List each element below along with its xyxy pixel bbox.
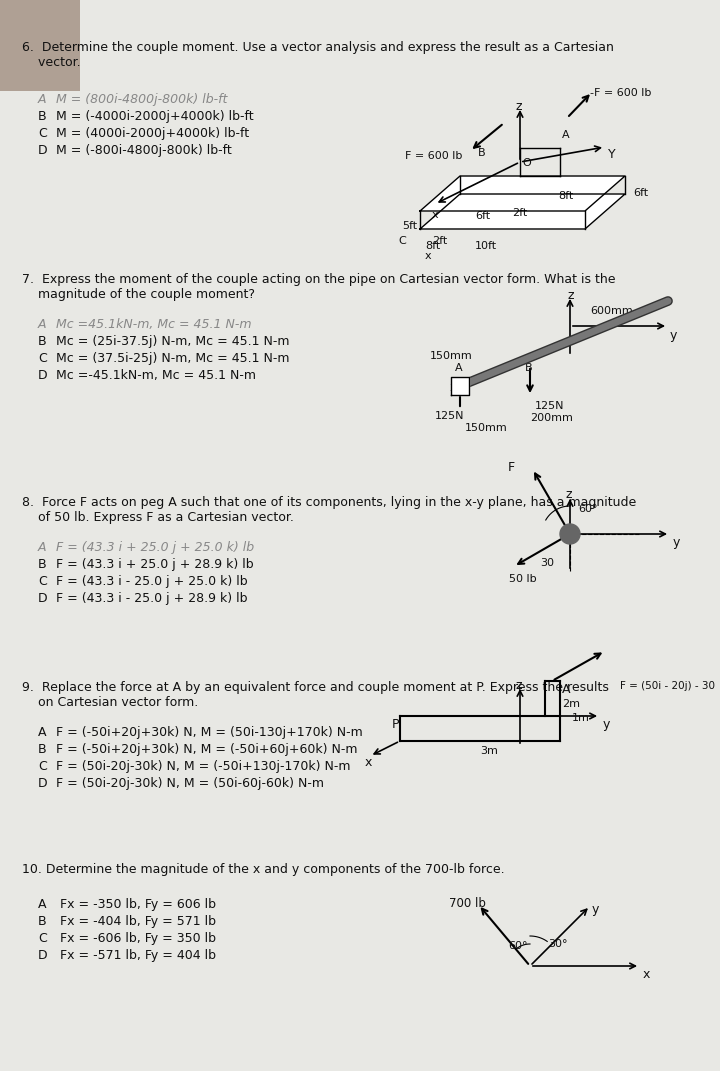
Text: -F = 600 lb: -F = 600 lb bbox=[590, 88, 652, 99]
Text: M = (4000i-2000j+4000k) lb-ft: M = (4000i-2000j+4000k) lb-ft bbox=[48, 127, 249, 140]
Text: 9.  Replace the force at A by an equivalent force and couple moment at P. Expres: 9. Replace the force at A by an equivale… bbox=[22, 681, 609, 709]
Text: 200mm: 200mm bbox=[530, 413, 573, 423]
Text: Y: Y bbox=[608, 148, 616, 161]
Text: 10. Determine the magnitude of the x and y components of the 700-lb force.: 10. Determine the magnitude of the x and… bbox=[22, 863, 505, 876]
Text: x: x bbox=[432, 210, 438, 220]
Text: D: D bbox=[38, 592, 48, 605]
Text: F = (43.3 i + 25.0 j + 28.9 k) lb: F = (43.3 i + 25.0 j + 28.9 k) lb bbox=[48, 558, 253, 571]
Text: C: C bbox=[38, 932, 47, 945]
Text: y: y bbox=[670, 329, 678, 342]
Circle shape bbox=[560, 524, 580, 544]
Text: 6ft: 6ft bbox=[633, 188, 648, 198]
Text: F = (43.3 i - 25.0 j + 28.9 k) lb: F = (43.3 i - 25.0 j + 28.9 k) lb bbox=[48, 592, 248, 605]
Text: D: D bbox=[38, 144, 48, 157]
Text: y: y bbox=[673, 536, 680, 549]
Text: F = (-50i+20j+30k) N, M = (50i-130j+170k) N-m: F = (-50i+20j+30k) N, M = (50i-130j+170k… bbox=[48, 726, 363, 739]
Text: 2ft: 2ft bbox=[432, 236, 447, 246]
Text: F = (50i-20j-30k) N, M = (50i-60j-60k) N-m: F = (50i-20j-30k) N, M = (50i-60j-60k) N… bbox=[48, 776, 324, 790]
Text: 2m: 2m bbox=[562, 699, 580, 709]
Text: x: x bbox=[643, 968, 650, 981]
Text: A: A bbox=[455, 363, 463, 373]
Text: Fx = -404 lb, Fy = 571 lb: Fx = -404 lb, Fy = 571 lb bbox=[48, 915, 216, 927]
Text: 10ft: 10ft bbox=[475, 241, 497, 251]
Text: A: A bbox=[38, 93, 47, 106]
Text: M = (-800i-4800j-800k) lb-ft: M = (-800i-4800j-800k) lb-ft bbox=[48, 144, 232, 157]
Text: z: z bbox=[516, 679, 523, 692]
Text: A: A bbox=[38, 897, 47, 911]
Text: 125N: 125N bbox=[435, 411, 464, 421]
Text: F = (43.3 i - 25.0 j + 25.0 k) lb: F = (43.3 i - 25.0 j + 25.0 k) lb bbox=[48, 575, 248, 588]
Text: B: B bbox=[38, 558, 47, 571]
Text: 3m: 3m bbox=[480, 746, 498, 756]
Text: F = (43.3 i + 25.0 j + 25.0 k) lb: F = (43.3 i + 25.0 j + 25.0 k) lb bbox=[48, 541, 254, 554]
Text: y: y bbox=[603, 718, 611, 731]
Text: A: A bbox=[38, 541, 47, 554]
Text: C: C bbox=[38, 575, 47, 588]
Text: 150mm: 150mm bbox=[430, 351, 473, 361]
Text: D: D bbox=[38, 776, 48, 790]
Text: 8ft: 8ft bbox=[558, 191, 573, 201]
FancyBboxPatch shape bbox=[0, 0, 80, 91]
Text: B: B bbox=[38, 915, 47, 927]
Text: B: B bbox=[38, 743, 47, 756]
Text: C: C bbox=[398, 236, 406, 246]
Text: D: D bbox=[38, 949, 48, 962]
Text: C: C bbox=[38, 352, 47, 365]
Text: Mc = (37.5i-25j) N-m, Mc = 45.1 N-m: Mc = (37.5i-25j) N-m, Mc = 45.1 N-m bbox=[48, 352, 289, 365]
Text: 6.  Determine the couple moment. Use a vector analysis and express the result as: 6. Determine the couple moment. Use a ve… bbox=[22, 41, 614, 69]
Text: A: A bbox=[38, 318, 47, 331]
Text: F = (50i - 20j) - 30: F = (50i - 20j) - 30 bbox=[620, 681, 715, 691]
Text: 125N: 125N bbox=[535, 401, 564, 411]
Text: C: C bbox=[38, 127, 47, 140]
Text: 700 lb: 700 lb bbox=[449, 896, 485, 909]
Text: Fx = -350 lb, Fy = 606 lb: Fx = -350 lb, Fy = 606 lb bbox=[48, 897, 216, 911]
Text: z: z bbox=[567, 289, 574, 302]
Text: 600mm: 600mm bbox=[590, 306, 633, 316]
Text: z: z bbox=[516, 100, 523, 114]
Text: B: B bbox=[525, 363, 533, 373]
Text: B: B bbox=[38, 335, 47, 348]
Polygon shape bbox=[420, 194, 625, 229]
Text: F = (50i-20j-30k) N, M = (-50i+130j-170k) N-m: F = (50i-20j-30k) N, M = (-50i+130j-170k… bbox=[48, 760, 351, 773]
Text: F: F bbox=[508, 461, 515, 474]
Text: 2ft: 2ft bbox=[512, 208, 527, 218]
Text: Fx = -571 lb, Fy = 404 lb: Fx = -571 lb, Fy = 404 lb bbox=[48, 949, 216, 962]
Text: 30: 30 bbox=[540, 558, 554, 568]
Text: A: A bbox=[562, 130, 570, 140]
Text: D: D bbox=[38, 369, 48, 382]
Text: P: P bbox=[392, 718, 400, 731]
Text: Mc =45.1kN-m, Mc = 45.1 N-m: Mc =45.1kN-m, Mc = 45.1 N-m bbox=[48, 318, 251, 331]
Text: F = 600 lb: F = 600 lb bbox=[405, 151, 462, 161]
Text: 8ft: 8ft bbox=[425, 241, 440, 251]
Text: 30°: 30° bbox=[548, 939, 567, 949]
Text: A: A bbox=[562, 683, 570, 696]
Text: 60°: 60° bbox=[508, 941, 528, 951]
Polygon shape bbox=[451, 377, 469, 395]
Text: x: x bbox=[365, 756, 372, 769]
Text: B: B bbox=[478, 148, 485, 159]
Text: z: z bbox=[565, 488, 572, 501]
Text: O: O bbox=[522, 159, 531, 168]
Polygon shape bbox=[420, 176, 625, 211]
Text: Mc = (25i-37.5j) N-m, Mc = 45.1 N-m: Mc = (25i-37.5j) N-m, Mc = 45.1 N-m bbox=[48, 335, 289, 348]
Text: M = (-4000i-2000j+4000k) lb-ft: M = (-4000i-2000j+4000k) lb-ft bbox=[48, 110, 253, 123]
Text: M = (800i-4800j-800k) lb-ft: M = (800i-4800j-800k) lb-ft bbox=[48, 93, 228, 106]
Text: C: C bbox=[38, 760, 47, 773]
Text: Mc =-45.1kN-m, Mc = 45.1 N-m: Mc =-45.1kN-m, Mc = 45.1 N-m bbox=[48, 369, 256, 382]
Text: 60°: 60° bbox=[578, 504, 598, 514]
Text: 5ft: 5ft bbox=[402, 221, 417, 231]
Text: B: B bbox=[38, 110, 47, 123]
Text: x: x bbox=[450, 381, 457, 394]
Text: 150mm: 150mm bbox=[465, 423, 508, 433]
Text: A: A bbox=[38, 726, 47, 739]
Text: Fx = -606 lb, Fy = 350 lb: Fx = -606 lb, Fy = 350 lb bbox=[48, 932, 216, 945]
Text: 50 lb: 50 lb bbox=[509, 574, 536, 585]
Text: 8.  Force F acts on peg A such that one of its components, lying in the x-y plan: 8. Force F acts on peg A such that one o… bbox=[22, 496, 636, 524]
Text: 6ft: 6ft bbox=[475, 211, 490, 221]
Text: F = (-50i+20j+30k) N, M = (-50i+60j+60k) N-m: F = (-50i+20j+30k) N, M = (-50i+60j+60k)… bbox=[48, 743, 358, 756]
Text: 7.  Express the moment of the couple acting on the pipe on Cartesian vector form: 7. Express the moment of the couple acti… bbox=[22, 273, 616, 301]
Text: y: y bbox=[592, 903, 599, 916]
Text: x: x bbox=[425, 251, 431, 261]
Text: 1m: 1m bbox=[572, 713, 590, 723]
